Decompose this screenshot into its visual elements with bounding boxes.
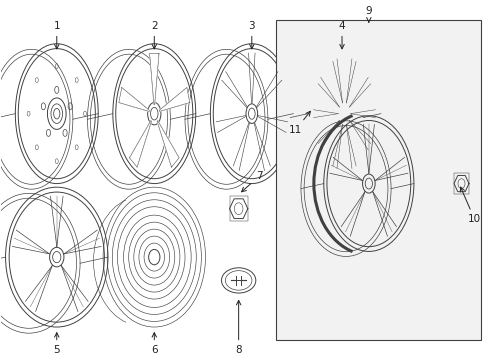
Text: 6: 6 <box>151 333 157 355</box>
Polygon shape <box>119 87 149 111</box>
Text: 2: 2 <box>151 21 157 49</box>
Bar <box>453 173 468 194</box>
Bar <box>276 21 480 339</box>
Text: 10: 10 <box>459 187 480 224</box>
Bar <box>229 196 247 221</box>
Polygon shape <box>157 121 179 167</box>
Text: 7: 7 <box>241 171 262 192</box>
Text: 11: 11 <box>288 111 310 135</box>
Text: 9: 9 <box>365 6 371 22</box>
Text: 3: 3 <box>248 21 255 49</box>
Text: 5: 5 <box>53 333 60 355</box>
Text: 1: 1 <box>53 21 60 49</box>
Polygon shape <box>129 121 151 167</box>
Text: 8: 8 <box>235 300 242 355</box>
Polygon shape <box>159 87 189 111</box>
Text: 4: 4 <box>338 21 345 49</box>
Polygon shape <box>149 53 159 105</box>
